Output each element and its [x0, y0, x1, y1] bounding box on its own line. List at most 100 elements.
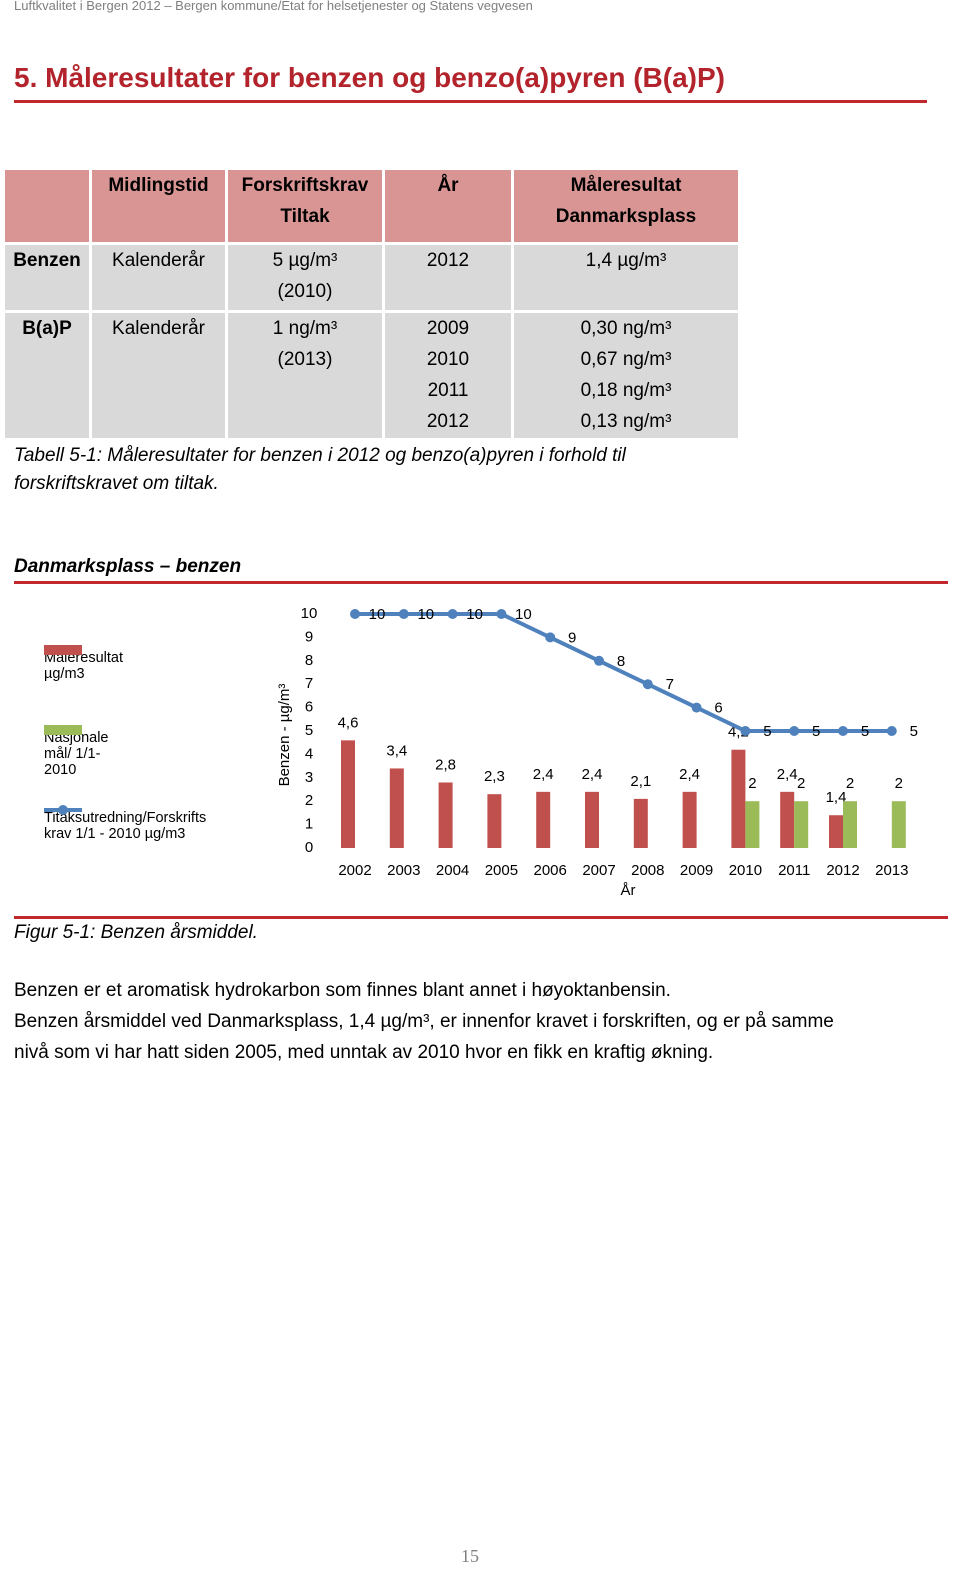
line-marker — [350, 609, 360, 619]
bar — [829, 815, 843, 848]
y-tick-label: 4 — [305, 745, 313, 762]
line-marker — [545, 632, 556, 643]
page-number: 15 — [461, 1546, 479, 1566]
y-tick-label: 6 — [305, 699, 313, 716]
data-label: 5 — [812, 723, 820, 740]
data-label: 10 — [417, 606, 434, 623]
caption-line: Tabell 5-1: Måleresultater for benzen i … — [14, 445, 626, 466]
x-tick-label: 2010 — [729, 862, 762, 879]
y-axis-label: Benzen - µg/m³ — [276, 684, 293, 787]
line-marker — [642, 679, 653, 690]
legend-swatch — [44, 725, 82, 735]
y-tick-label: 8 — [305, 652, 313, 669]
y-tick-label: 2 — [305, 792, 313, 809]
table-cell: B(a)P — [5, 313, 89, 438]
line-marker — [398, 609, 409, 619]
data-label: 2 — [797, 775, 805, 792]
data-label: 2,4 — [679, 766, 700, 783]
x-tick-label: 2009 — [680, 862, 713, 879]
data-label: 2 — [895, 775, 903, 792]
bar — [487, 794, 502, 848]
bar — [794, 801, 809, 848]
heading: 5. Måleresultater for benzen og benzo(a)… — [14, 62, 725, 93]
cell-text: Benzen — [13, 250, 81, 271]
cell-text: 0,30 ng/m³ — [580, 318, 672, 339]
cell-text: Midlingstid — [108, 175, 209, 196]
line-marker — [594, 655, 604, 666]
line-marker — [496, 609, 507, 619]
data-label: 5 — [861, 723, 869, 740]
cell-text: Måleresultat — [570, 175, 682, 196]
bar — [341, 740, 355, 848]
data-label: 2,3 — [484, 768, 505, 785]
table-cell: 2009 2010 2011 2012 — [385, 313, 511, 438]
x-axis-label: År — [621, 882, 636, 899]
data-label: 1,4 — [826, 789, 847, 806]
table-cell: Benzen — [5, 245, 89, 310]
data-label: 8 — [617, 653, 625, 670]
cell-text: Danmarksplass — [555, 206, 697, 227]
cell-text: 0,67 ng/m³ — [580, 349, 672, 370]
data-label: 10 — [515, 606, 532, 623]
paragraph: Benzen er et aromatisk hydrokarbon som f… — [14, 980, 671, 1001]
line-marker — [886, 726, 897, 736]
legend-marker — [58, 805, 68, 815]
caption-line: forskriftskravet om tiltak. — [14, 473, 219, 494]
data-label: 4,6 — [338, 714, 359, 731]
data-label: 2,8 — [435, 756, 456, 773]
x-tick-label: 2011 — [778, 862, 810, 879]
cell-text: 0,18 ng/m³ — [580, 380, 672, 401]
bar — [745, 801, 760, 848]
cell-text: Kalenderår — [112, 250, 205, 271]
paragraph: Benzen årsmiddel ved Danmarksplass, 1,4 … — [14, 1011, 834, 1032]
cell-text: 2009 — [426, 318, 470, 339]
data-label: 5 — [763, 723, 771, 740]
y-tick-label: 5 — [305, 722, 313, 739]
data-label: 2,1 — [630, 773, 651, 790]
data-label: 7 — [666, 676, 674, 693]
x-tick-label: 2008 — [631, 862, 664, 879]
table-cell: Kalenderår — [92, 313, 225, 438]
line-marker — [838, 726, 848, 736]
legend-entry: Nasjonale mål/ 1/1-2010 — [44, 725, 109, 778]
x-tick-label: 2004 — [436, 862, 469, 879]
bar — [389, 768, 404, 848]
heading-rule — [14, 100, 927, 103]
legend-entry: Titaksutredning/Forskrifts krav 1/1 - 20… — [44, 805, 219, 842]
table-cell: 1,4 µg/m³ — [514, 245, 738, 310]
cell-text: Tiltak — [280, 206, 330, 227]
bar — [438, 782, 453, 848]
chart: 0 1 2 3 4 5 6 7 8 9 10 Benzen - µg/m³ År 2002 2003 2004… — [276, 605, 918, 899]
table-cell: 0,30 ng/m³ 0,67 ng/m³ 0,18 ng/m³ 0,13 ng/m³ — [514, 313, 738, 438]
data-label: 2,4 — [533, 766, 554, 783]
data-label: 2 — [846, 775, 854, 792]
chart-rule — [14, 916, 948, 919]
data-label: 2,4 — [582, 766, 603, 783]
table-cell: 1 ng/m³ (2013) — [228, 313, 382, 438]
cell-text: 2012 — [426, 250, 470, 271]
y-tick-label: 7 — [305, 675, 313, 692]
bar — [682, 791, 697, 848]
cell-text: 2011 — [427, 380, 469, 401]
table-cell: 5 µg/m³ (2010) — [228, 245, 382, 310]
table-cell: 2012 — [385, 245, 511, 310]
table-caption: Tabell 5-1: Måleresultater for benzen i … — [14, 442, 626, 498]
cell-text: Forskriftskrav — [241, 175, 369, 196]
line — [355, 612, 892, 733]
table-cell: Kalenderår — [92, 245, 225, 310]
bar — [780, 791, 795, 848]
chart-rule — [14, 581, 948, 584]
legend-entry: Måleresultat µg/m3 — [44, 645, 123, 682]
cell-text: (2010) — [277, 281, 333, 302]
paragraph: nivå som vi har hatt siden 2005, med unn… — [14, 1042, 714, 1063]
x-tick-label: 2013 — [875, 862, 908, 879]
bar — [891, 801, 906, 848]
data-label: 2,4 — [777, 766, 798, 783]
cell-text: 1,4 µg/m³ — [585, 250, 667, 271]
cell-text: 1 ng/m³ — [272, 318, 338, 339]
x-tick-label: 2002 — [338, 862, 371, 879]
table-cell: Midlingstid — [92, 170, 225, 242]
y-tick-label: 10 — [301, 605, 318, 622]
table-cell: År — [385, 170, 511, 242]
